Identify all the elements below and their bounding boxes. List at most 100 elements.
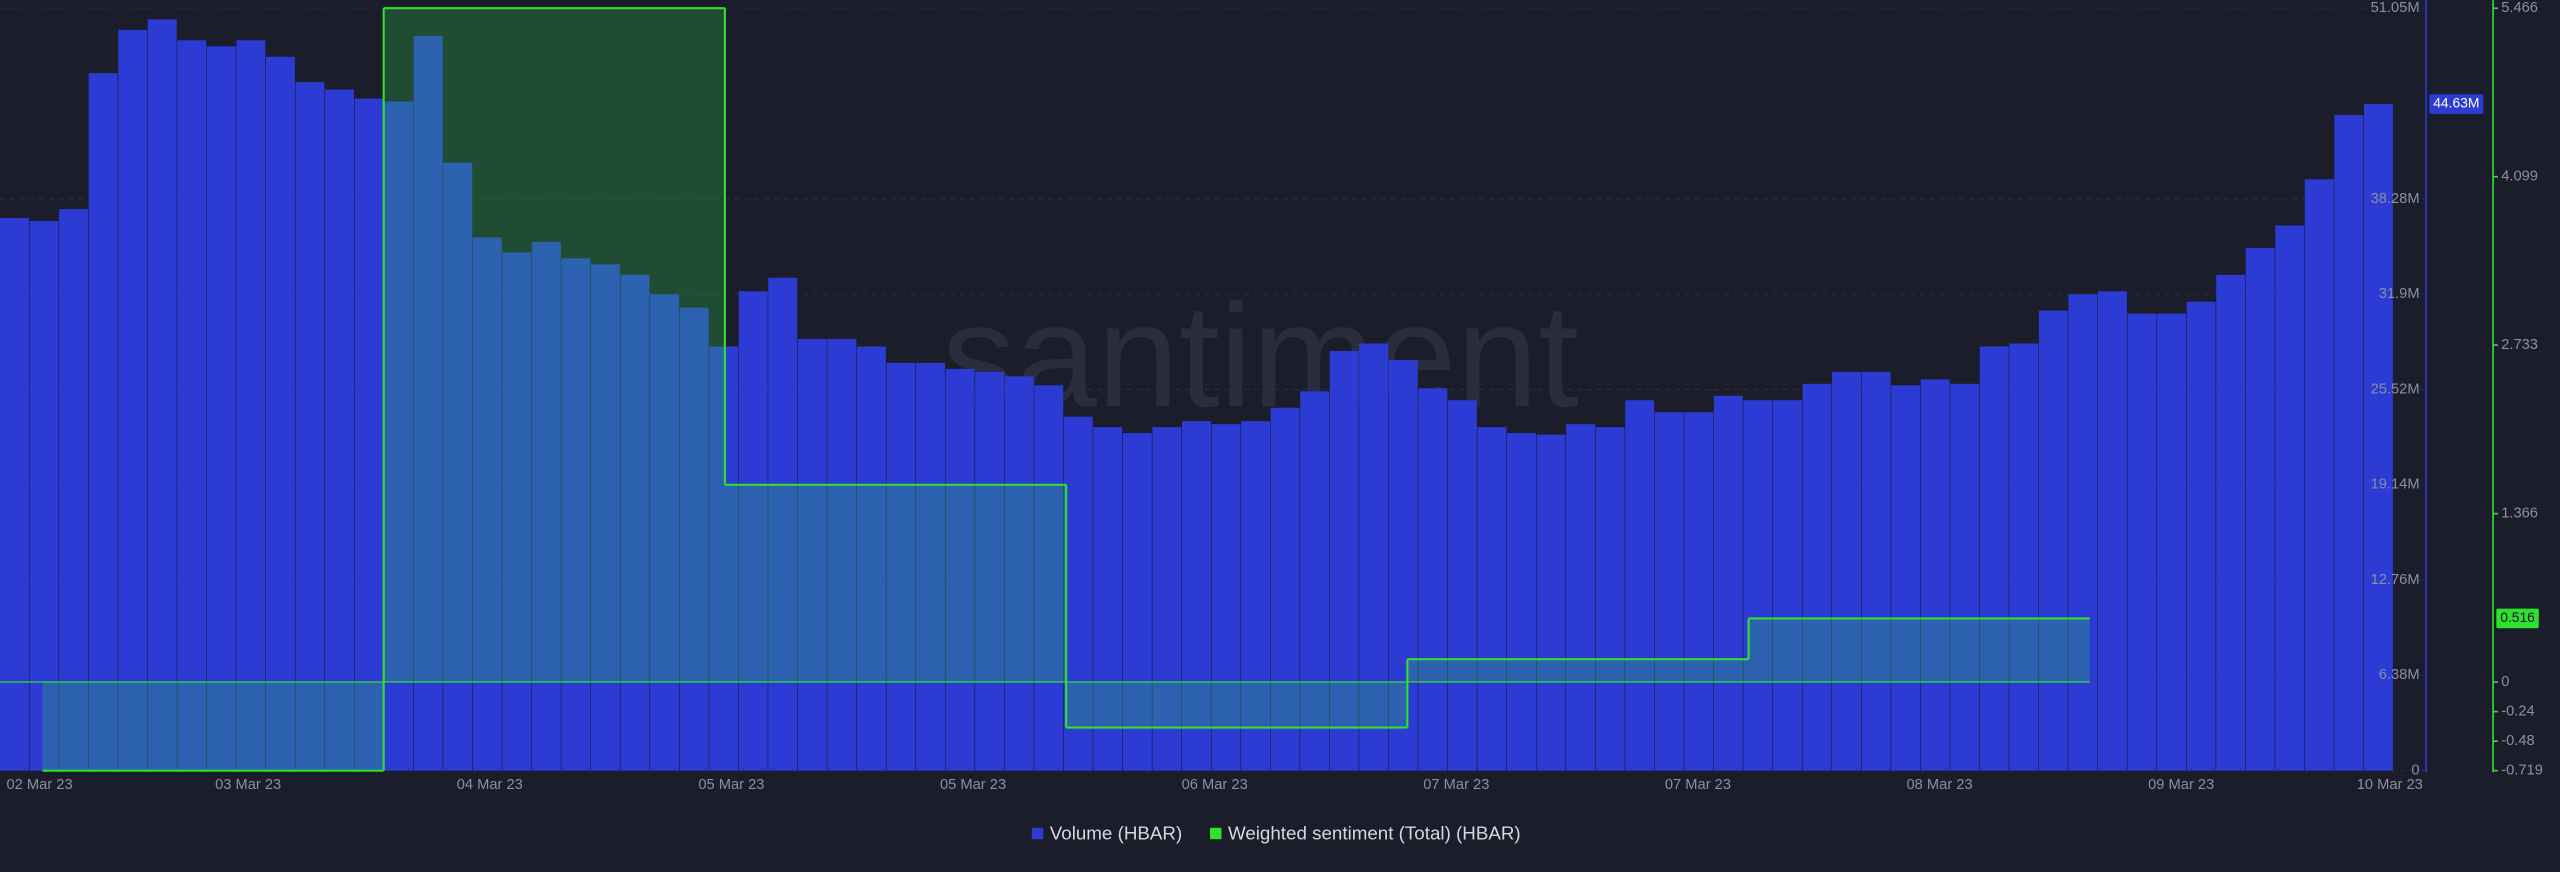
x-tick-label: 03 Mar 23	[215, 777, 281, 793]
volume-bar	[590, 264, 620, 771]
volume-bar	[2216, 274, 2246, 771]
volume-bar	[59, 209, 89, 771]
volume-bar	[1447, 400, 1477, 771]
volume-bar	[2097, 291, 2127, 771]
volume-bar	[2127, 313, 2157, 771]
volume-bar	[1388, 359, 1418, 771]
volume-bar	[1772, 400, 1802, 771]
legend-swatch	[1210, 827, 1222, 840]
volume-bar	[2334, 114, 2364, 771]
y-tick-label: 25.52M	[2371, 381, 2420, 397]
volume-bar	[1122, 433, 1152, 771]
legend-label: Volume (HBAR)	[1050, 822, 1182, 843]
sentiment-area	[1407, 659, 1749, 683]
current-badge	[2496, 608, 2539, 629]
volume-bar	[1566, 424, 1596, 771]
current-label: 44.63M	[2433, 95, 2479, 111]
y-tick-label: 31.9M	[2379, 286, 2420, 302]
volume-bar	[768, 277, 798, 771]
x-tick-label: 09 Mar 23	[2148, 777, 2214, 793]
volume-bar	[1506, 433, 1536, 771]
volume-bar	[620, 274, 650, 771]
volume-bar	[1063, 416, 1093, 771]
x-tick-label: 10 Mar 23	[2357, 777, 2423, 793]
y2-tick-label: 2.733	[2501, 337, 2538, 353]
y2-tick-label: -0.719	[2501, 763, 2543, 779]
volume-bar	[2304, 179, 2334, 771]
y-tick-label: 6.38M	[2379, 667, 2420, 683]
volume-bar	[413, 35, 443, 771]
volume-bar	[295, 82, 325, 771]
legend-swatch	[1031, 827, 1044, 840]
volume-bar	[709, 346, 739, 771]
volume-bar	[856, 346, 886, 771]
x-tick-label: 05 Mar 23	[940, 777, 1006, 793]
y2-tick-label: 1.366	[2501, 505, 2538, 521]
volume-bar	[1861, 371, 1891, 771]
volume-bar	[975, 371, 1005, 771]
volume-bar	[1595, 427, 1625, 771]
volume-bar	[206, 46, 236, 771]
volume-bar	[325, 89, 354, 771]
volume-bar	[1093, 427, 1123, 771]
y2-tick-label: -0.48	[2501, 733, 2534, 749]
volume-bar	[797, 339, 827, 771]
volume-bar	[2157, 313, 2187, 771]
x-tick-label: 08 Mar 23	[1907, 777, 1973, 793]
volume-bar	[1211, 424, 1241, 771]
volume-bar	[236, 40, 266, 771]
volume-bar	[1270, 407, 1300, 771]
volume-bar	[1625, 400, 1655, 771]
volume-bar	[1300, 391, 1330, 771]
volume-bar	[738, 291, 768, 771]
volume-bar	[354, 98, 384, 771]
volume-bar	[1802, 383, 1832, 771]
current-label: 0.516	[2500, 609, 2535, 625]
y-tick-label: 19.14M	[2371, 477, 2420, 493]
volume-bar	[384, 101, 414, 771]
y2-tick-label: -0.24	[2501, 703, 2534, 719]
volume-bar	[1477, 427, 1507, 771]
volume-bar	[1034, 385, 1064, 771]
volume-bar	[945, 368, 975, 771]
volume-bar	[1181, 421, 1211, 771]
y-tick-label: 51.05M	[2371, 0, 2420, 16]
sentiment-area	[1066, 682, 1408, 728]
volume-bar	[650, 294, 680, 771]
volume-bar	[561, 258, 591, 771]
volume-bar	[1004, 376, 1034, 771]
x-tick-label: 02 Mar 23	[7, 777, 73, 793]
volume-bar	[827, 339, 857, 771]
volume-bar	[1418, 388, 1448, 771]
volume-bar	[1329, 350, 1359, 771]
y-tick-label: 38.28M	[2371, 191, 2420, 207]
y2-tick-label: 0	[2501, 674, 2509, 690]
volume-bar	[0, 218, 29, 771]
volume-bar	[1241, 421, 1271, 771]
legend-label: Weighted sentiment (Total) (HBAR)	[1228, 822, 1521, 843]
volume-bar	[1684, 412, 1714, 771]
volume-bar	[502, 252, 532, 771]
volume-bar	[1654, 412, 1684, 771]
volume-bar	[147, 19, 177, 771]
volume-bar	[2186, 301, 2216, 771]
sentiment-area	[724, 484, 1067, 683]
volume-bar	[1891, 385, 1921, 771]
volume-bar	[2038, 310, 2068, 771]
volume-bar	[1743, 400, 1773, 771]
y-tick-label: 12.76M	[2371, 572, 2420, 588]
volume-bar	[1713, 395, 1743, 771]
volume-bar	[1920, 379, 1950, 771]
sentiment-area	[42, 682, 384, 771]
sentiment-area	[1748, 618, 2090, 683]
volume-bar	[1979, 346, 2009, 771]
volume-bar	[1832, 371, 1861, 771]
y2-tick-label: 4.099	[2501, 169, 2538, 185]
current-badge	[2429, 94, 2484, 114]
y-tick-label: 0	[2411, 763, 2419, 779]
volume-bar	[2068, 294, 2098, 771]
volume-bar	[88, 73, 118, 771]
x-tick-label: 07 Mar 23	[1665, 777, 1731, 793]
volume-bar	[2363, 104, 2393, 771]
volume-bar	[177, 40, 207, 771]
